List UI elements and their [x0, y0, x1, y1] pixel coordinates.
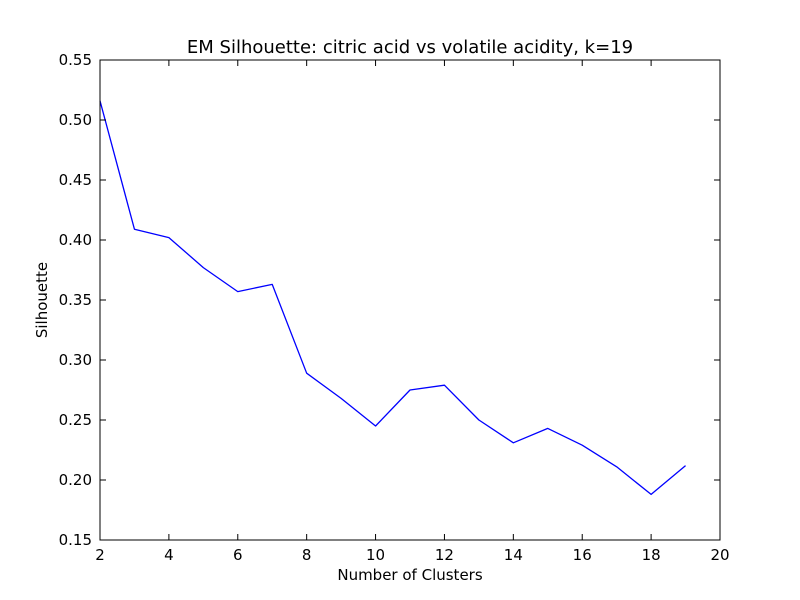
y-tick-label: 0.30 — [59, 351, 92, 369]
y-tick-label: 0.15 — [59, 531, 92, 549]
y-tick-label: 0.40 — [59, 231, 92, 249]
y-tick-label: 0.50 — [59, 111, 92, 129]
x-tick-label: 16 — [573, 546, 592, 564]
chart-title: EM Silhouette: citric acid vs volatile a… — [187, 37, 633, 58]
x-tick-label: 12 — [435, 546, 454, 564]
x-tick-label: 14 — [504, 546, 523, 564]
x-axis-title: Number of Clusters — [337, 566, 482, 584]
x-tick-label: 18 — [642, 546, 661, 564]
y-tick-label: 0.25 — [59, 411, 92, 429]
x-tick-label: 20 — [710, 546, 729, 564]
x-tick-label: 2 — [95, 546, 105, 564]
y-axis-title: Silhouette — [33, 262, 51, 338]
series-line-0 — [99, 100, 686, 496]
y-tick-label: 0.55 — [59, 51, 92, 69]
y-tick-label: 0.20 — [59, 471, 92, 489]
x-tick-label: 10 — [366, 546, 385, 564]
y-tick-label: 0.35 — [59, 291, 92, 309]
x-tick-label: 4 — [164, 546, 174, 564]
y-tick-label: 0.45 — [59, 171, 92, 189]
plot-area — [100, 60, 720, 540]
x-tick-label: 8 — [302, 546, 312, 564]
x-tick-label: 6 — [233, 546, 243, 564]
